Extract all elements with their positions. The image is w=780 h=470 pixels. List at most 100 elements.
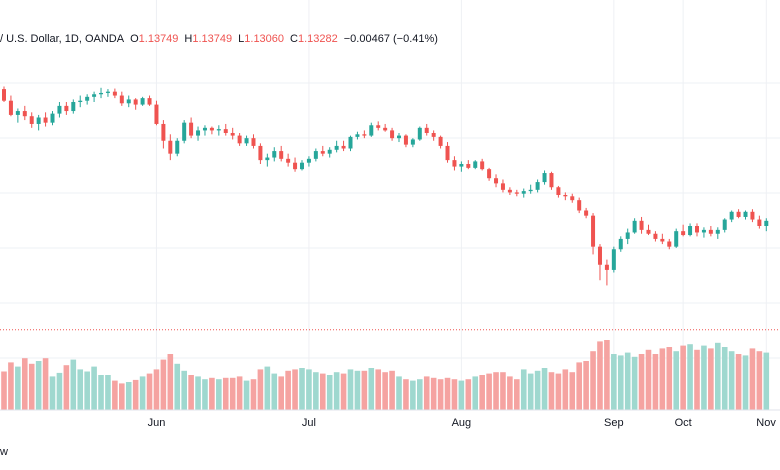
volume-bar: [541, 368, 548, 410]
candle: [244, 135, 249, 146]
volume-bar: [236, 376, 243, 410]
candle-body: [701, 229, 706, 233]
time-axis-label: Oct: [674, 417, 692, 429]
volume-bar: [451, 379, 458, 410]
volume-bar: [701, 345, 707, 410]
volume-bar: [209, 377, 215, 410]
volume-bar: [631, 356, 638, 410]
volume-bar: [98, 375, 104, 410]
candle-body: [452, 160, 457, 167]
volume-bar: [756, 351, 763, 410]
candle: [383, 123, 388, 132]
candle-body: [507, 189, 512, 193]
candle: [154, 100, 159, 126]
candle: [494, 174, 499, 188]
candle: [459, 161, 464, 172]
candle: [279, 145, 284, 162]
candle: [674, 228, 679, 248]
candle-body: [591, 215, 596, 247]
candle-body: [223, 129, 228, 133]
candle: [362, 130, 367, 139]
candle-body: [521, 191, 526, 194]
volume-bar: [444, 377, 451, 410]
open-label: O: [130, 33, 139, 45]
volume-bar: [299, 368, 305, 410]
candle-body: [611, 249, 616, 270]
volume-bar: [673, 351, 680, 410]
candle: [757, 215, 762, 229]
candle-body: [674, 231, 679, 247]
volume-series: [1, 340, 770, 410]
candle-body: [140, 98, 145, 105]
volume-bar: [195, 376, 201, 410]
candle: [722, 218, 727, 233]
candle-body: [500, 183, 505, 190]
candle: [189, 117, 194, 139]
volume-bar: [652, 354, 659, 410]
candle-body: [327, 149, 332, 154]
candle-body: [230, 133, 235, 136]
volume-bar: [680, 345, 686, 410]
volume-bar: [257, 369, 264, 410]
candle: [334, 140, 339, 153]
candle-body: [320, 151, 325, 154]
volume-bar: [354, 370, 361, 410]
volume-bar: [514, 379, 520, 410]
candle: [112, 88, 117, 99]
candle: [293, 157, 298, 172]
candle-body: [189, 122, 194, 136]
volume-bar: [35, 361, 42, 410]
candle-body: [105, 91, 110, 93]
volume-bar: [486, 373, 492, 410]
volume-bar: [84, 371, 90, 410]
candle: [119, 91, 124, 106]
candle-body: [604, 264, 609, 270]
candle-body: [36, 117, 41, 124]
candle-body: [715, 229, 720, 234]
candle: [695, 223, 699, 237]
volume-bar: [714, 342, 721, 410]
candle-body: [750, 211, 755, 220]
candle-body: [85, 96, 90, 101]
candle: [431, 130, 436, 141]
volume-bar: [423, 376, 430, 410]
volume-bar: [8, 362, 14, 410]
candle: [604, 259, 609, 286]
candle-body: [764, 220, 769, 226]
volume-bar: [728, 351, 735, 410]
volume-bar: [527, 373, 534, 410]
candle: [216, 125, 221, 136]
volume-bar: [583, 361, 589, 410]
candle-body: [383, 127, 388, 131]
volume-bar: [742, 355, 749, 410]
candle: [341, 140, 346, 152]
candle-body: [154, 104, 159, 124]
candle-body: [244, 138, 249, 144]
volume-bar: [119, 383, 125, 410]
volume-bar: [1, 371, 7, 410]
candle: [639, 216, 644, 234]
candle-body: [279, 151, 284, 159]
candle-body: [459, 164, 464, 167]
candle: [556, 185, 561, 198]
candle: [355, 131, 360, 140]
volume-bar: [368, 368, 375, 410]
time-axis-label: Nov: [756, 417, 776, 429]
time-axis-label: Jun: [147, 417, 166, 429]
candle: [105, 89, 110, 97]
candle-body: [258, 145, 263, 161]
candle: [646, 224, 651, 236]
candle-body: [286, 158, 291, 163]
candle: [521, 188, 526, 198]
volume-bar: [576, 362, 582, 410]
candle-body: [216, 129, 221, 131]
candle-body: [438, 136, 443, 146]
volume-bar: [202, 379, 208, 410]
candle: [43, 112, 48, 127]
candle: [528, 184, 533, 194]
candle: [313, 148, 318, 162]
volume-bar: [91, 366, 97, 410]
candle-body: [182, 122, 187, 141]
candle: [126, 95, 131, 108]
